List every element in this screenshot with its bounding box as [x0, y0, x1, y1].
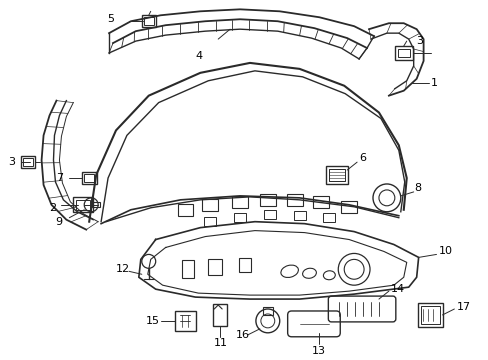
Text: 3: 3: [416, 36, 423, 46]
Text: 1: 1: [429, 78, 437, 88]
Text: 2: 2: [49, 203, 57, 213]
Bar: [202, 199, 218, 211]
Text: 9: 9: [55, 217, 62, 227]
Bar: [341, 201, 356, 213]
Bar: [76, 200, 90, 210]
Bar: [264, 210, 275, 219]
Bar: [328, 169, 345, 181]
Bar: [213, 304, 226, 326]
Bar: [177, 204, 193, 216]
Bar: [204, 217, 216, 226]
Bar: [325, 166, 347, 184]
Bar: [174, 311, 196, 331]
Bar: [397, 49, 409, 58]
Bar: [81, 172, 97, 184]
Bar: [394, 46, 412, 60]
Text: 17: 17: [455, 302, 469, 312]
Bar: [73, 197, 93, 212]
Text: 14: 14: [390, 284, 404, 294]
Bar: [182, 260, 194, 278]
Text: 16: 16: [236, 330, 249, 340]
Bar: [232, 196, 247, 208]
Bar: [142, 15, 155, 27]
Bar: [92, 202, 100, 207]
Bar: [259, 194, 275, 206]
Text: 10: 10: [438, 247, 451, 256]
Bar: [323, 213, 335, 222]
Text: 15: 15: [145, 316, 160, 326]
Bar: [286, 194, 302, 206]
Bar: [239, 258, 250, 272]
Bar: [22, 158, 33, 166]
Text: 6: 6: [358, 153, 366, 163]
Text: 5: 5: [107, 14, 114, 24]
Text: 8: 8: [414, 183, 421, 193]
Bar: [20, 156, 35, 168]
Text: 3: 3: [8, 157, 15, 167]
Bar: [143, 17, 153, 25]
Bar: [420, 306, 440, 324]
Text: 12: 12: [116, 264, 130, 274]
Bar: [293, 211, 305, 220]
Bar: [208, 260, 222, 275]
Bar: [313, 196, 328, 208]
Bar: [417, 303, 443, 327]
Bar: [234, 213, 245, 222]
Bar: [84, 174, 94, 182]
Text: 7: 7: [56, 173, 63, 183]
Text: 11: 11: [214, 338, 228, 348]
Bar: [263, 307, 272, 315]
Text: 13: 13: [311, 346, 325, 356]
Text: 4: 4: [195, 51, 202, 61]
